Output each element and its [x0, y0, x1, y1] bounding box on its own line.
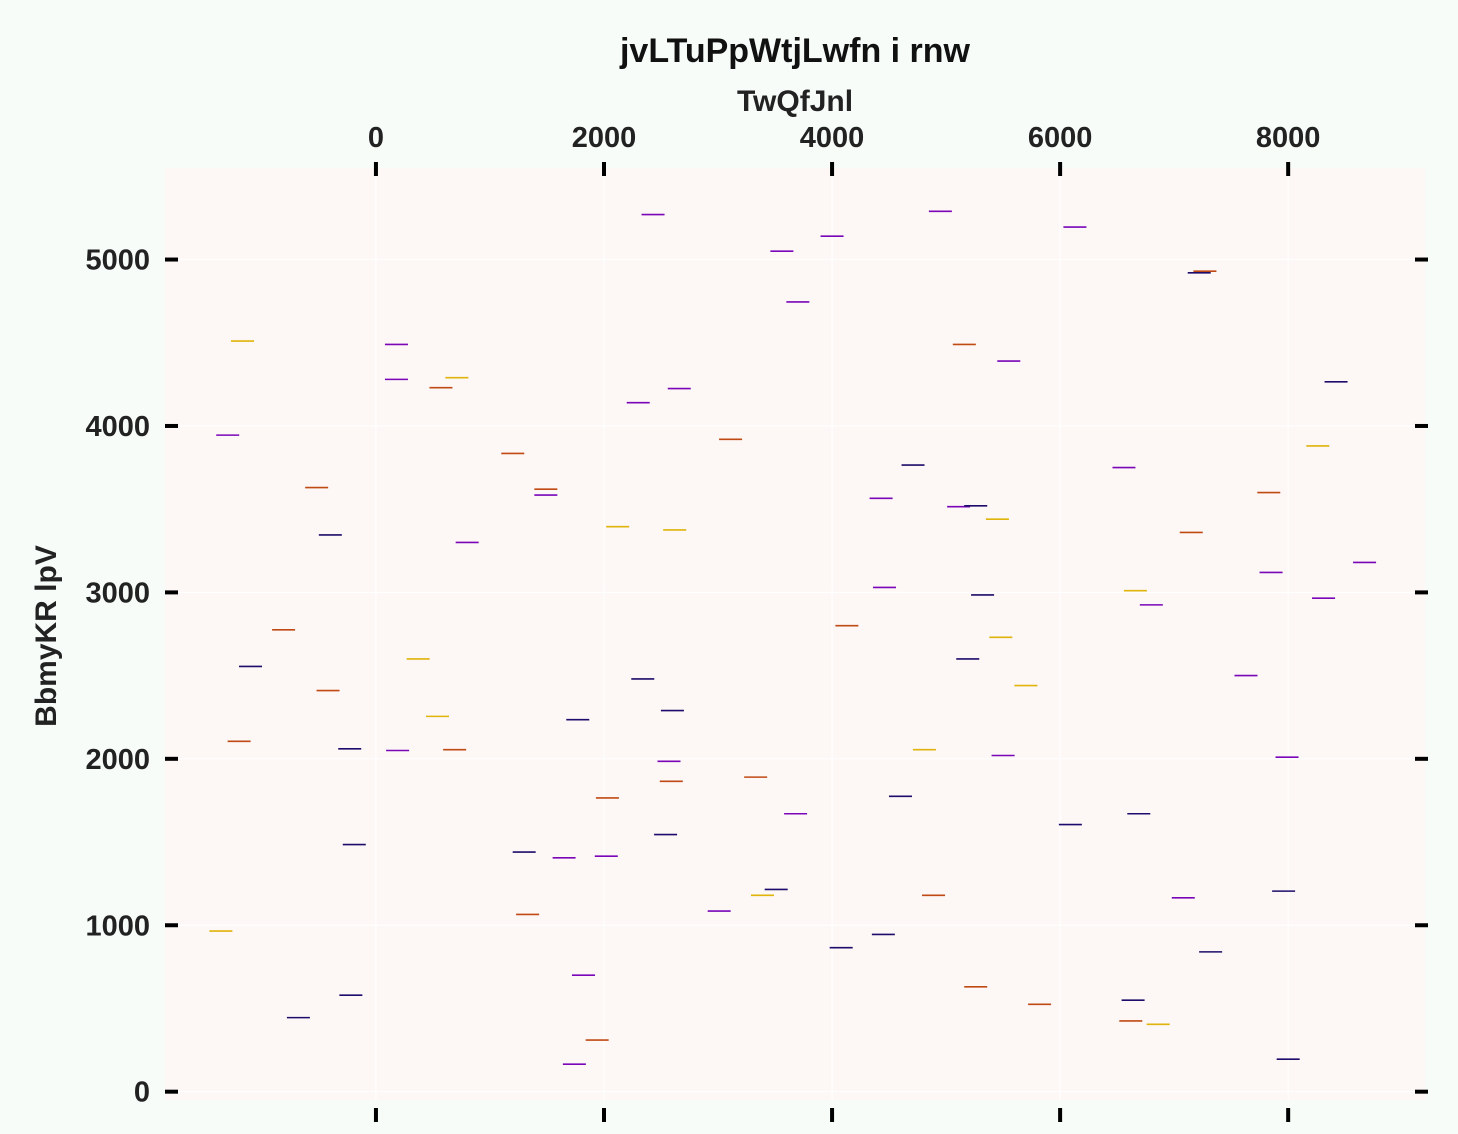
y-tick-label: 0	[134, 1077, 150, 1109]
grid	[165, 168, 1425, 1100]
chart-title: jvLTuPpWtjLwfn i rnw	[619, 32, 971, 70]
y-tick-label: 3000	[85, 577, 150, 609]
y-tick-label: 4000	[85, 411, 150, 443]
x-tick-label: 4000	[800, 122, 865, 154]
data-marks	[209, 210, 1377, 1066]
y-tick-label: 2000	[85, 744, 150, 776]
x-tick-label: 0	[368, 122, 384, 154]
ticks: 0 2000 4000 6000 8000 0 1000 2000 3000 4000 5000	[85, 122, 1428, 1122]
y-axis-label: BbmyKR lpV	[30, 545, 63, 727]
x-tick-label: 8000	[1256, 122, 1321, 154]
x-tick-label: 2000	[572, 122, 637, 154]
x-tick-label: 6000	[1028, 122, 1093, 154]
plot-area	[165, 168, 1425, 1100]
y-tick-label: 1000	[85, 910, 150, 942]
y-tick-label: 5000	[85, 245, 150, 277]
x-axis-label: TwQfJnl	[737, 85, 853, 118]
